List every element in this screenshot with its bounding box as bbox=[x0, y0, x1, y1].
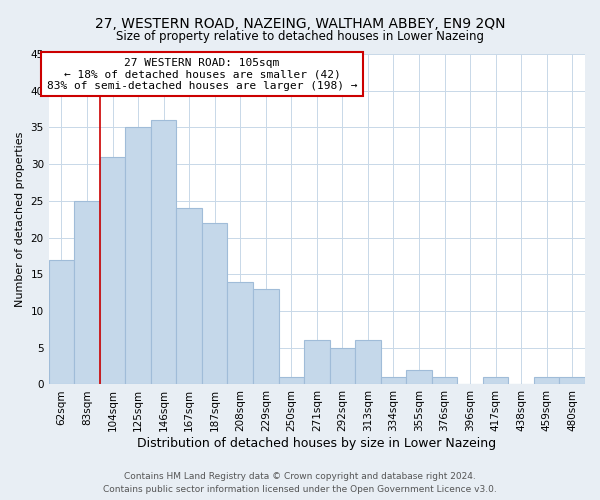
Text: Size of property relative to detached houses in Lower Nazeing: Size of property relative to detached ho… bbox=[116, 30, 484, 43]
Y-axis label: Number of detached properties: Number of detached properties bbox=[15, 132, 25, 307]
Bar bbox=[534, 377, 559, 384]
Bar bbox=[355, 340, 380, 384]
Bar bbox=[483, 377, 508, 384]
Bar bbox=[432, 377, 457, 384]
Bar bbox=[176, 208, 202, 384]
X-axis label: Distribution of detached houses by size in Lower Nazeing: Distribution of detached houses by size … bbox=[137, 437, 496, 450]
Bar bbox=[202, 223, 227, 384]
Bar bbox=[100, 157, 125, 384]
Bar bbox=[227, 282, 253, 385]
Bar bbox=[380, 377, 406, 384]
Bar bbox=[125, 128, 151, 384]
Text: Contains HM Land Registry data © Crown copyright and database right 2024.
Contai: Contains HM Land Registry data © Crown c… bbox=[103, 472, 497, 494]
Text: 27, WESTERN ROAD, NAZEING, WALTHAM ABBEY, EN9 2QN: 27, WESTERN ROAD, NAZEING, WALTHAM ABBEY… bbox=[95, 18, 505, 32]
Bar bbox=[559, 377, 585, 384]
Bar bbox=[329, 348, 355, 385]
Bar bbox=[304, 340, 329, 384]
Bar bbox=[406, 370, 432, 384]
Bar bbox=[151, 120, 176, 384]
Bar bbox=[253, 289, 278, 384]
Bar bbox=[49, 260, 74, 384]
Text: 27 WESTERN ROAD: 105sqm
← 18% of detached houses are smaller (42)
83% of semi-de: 27 WESTERN ROAD: 105sqm ← 18% of detache… bbox=[47, 58, 357, 91]
Bar bbox=[74, 201, 100, 384]
Bar bbox=[278, 377, 304, 384]
